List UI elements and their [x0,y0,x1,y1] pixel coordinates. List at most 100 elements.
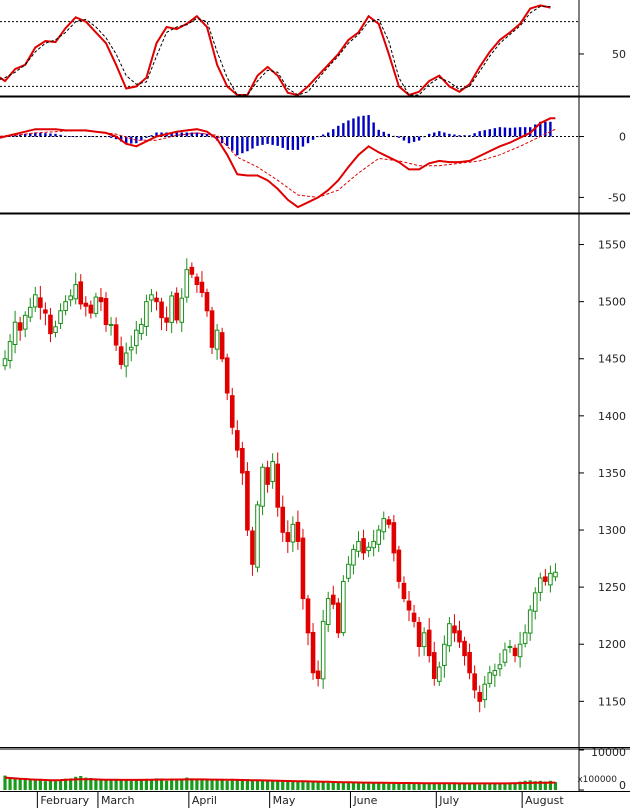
candle-down [396,549,402,582]
volume-bar [457,784,462,790]
volume-bar [488,783,492,790]
macd-histogram-bar [180,132,183,137]
macd-histogram-bar [271,136,274,145]
macd-panel [0,115,579,209]
candle-up [12,321,18,346]
macd-histogram-bar [534,124,537,137]
volume-bar [442,783,446,790]
macd-lines [0,117,556,209]
volume-bar [402,782,406,790]
macd-histogram-bar [508,127,512,137]
volume-bar [351,782,356,790]
candle-up [2,358,8,367]
candle-down [457,630,462,643]
volume-bar [346,782,350,790]
candle-down [386,519,392,525]
candle-up [482,683,488,701]
candle-up [487,672,493,684]
volume-bar [548,780,552,790]
candle-up [73,284,79,300]
macd-histogram-bar [412,136,416,142]
volume-bar [266,780,270,790]
volume-bar [185,777,189,790]
volume-bar [58,780,63,790]
volume-bar [225,780,229,790]
volume-ma-line [4,776,556,785]
candle-up [184,269,190,298]
volume-panel [3,775,558,790]
volume-tick-label: 10000 [591,746,626,759]
candle-up [53,326,58,333]
volume-bar [48,780,53,790]
candle-down [300,537,306,600]
macd-histogram-bar [34,132,37,137]
volume-bar [38,780,42,790]
candle-up [63,301,68,311]
volume-bar [13,777,17,790]
macd-histogram-bar [316,136,320,138]
price-tick-label: 1250 [598,581,626,594]
candle-down [113,324,119,346]
macd-histogram-bar [59,134,62,137]
price-panel [2,258,558,713]
volume-bar [159,780,164,790]
volume-bar [3,775,7,790]
volume-bar [180,779,184,790]
candle-down [310,631,316,674]
candle-down [336,602,341,634]
volume-bar [260,780,265,790]
candle-up [134,329,139,347]
volume-bar [336,781,340,790]
macd-histogram-bar [306,136,310,144]
volume-bar [195,780,199,790]
macd-histogram-bar [114,136,118,140]
volume-bar [387,783,391,790]
macd-histogram-bar [175,132,178,137]
candle-up [341,580,346,634]
candle-down [154,297,159,303]
candle-up [320,620,326,680]
candle-up [532,592,538,612]
macd-histogram-bar [478,131,481,137]
macd-histogram-bar [195,132,199,137]
volume-bar [503,783,507,790]
macd-histogram-bar [24,133,27,137]
volume-bar [119,780,123,790]
macd-histogram-bar [49,133,52,137]
volume-bar [498,783,502,790]
macd-histogram-bar [251,136,254,149]
candle-up [351,548,356,566]
candle-down [209,310,215,348]
volume-bar [69,778,73,790]
macd-histogram-bar [428,133,431,137]
candle-up [437,666,442,682]
macd-histogram-bar [402,136,406,141]
candle-up [538,577,543,593]
candle-up [214,329,220,350]
candle-down [472,673,477,691]
volume-bar [23,778,27,790]
volume-bar [220,778,224,790]
volume-bar [18,778,22,790]
volume-bar [311,780,315,790]
volume-bar [200,779,204,790]
macd-histogram-bar [458,135,461,137]
candle-up [325,598,331,625]
macd-histogram-bar [231,136,234,151]
macd-histogram-bar [205,133,209,137]
month-label: August [525,794,564,807]
volume-bar [412,783,416,790]
price-tick-label: 1150 [598,695,626,708]
candle-down [194,276,200,286]
volume-bar [286,780,290,790]
candle-down [48,314,53,335]
volume-bar [291,780,295,790]
volume-bar [8,777,12,790]
macd-histogram-bar [13,135,17,137]
volume-bar [149,779,154,790]
candle-down [98,297,104,303]
volume-bar [175,780,179,790]
macd-histogram-bar [513,127,517,137]
macd-histogram-bar [185,132,188,137]
